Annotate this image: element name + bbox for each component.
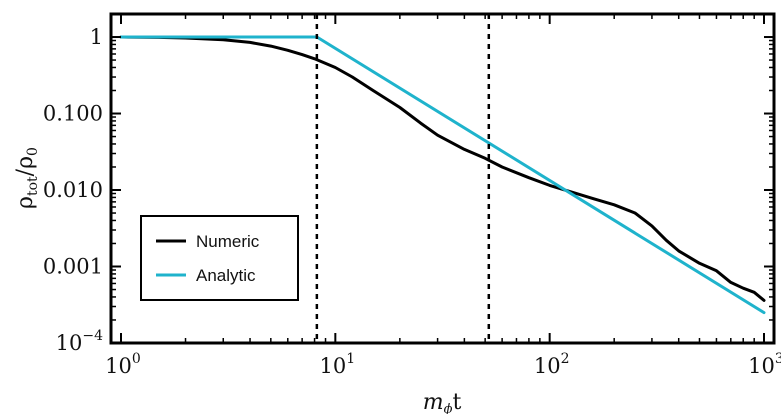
x-tick-exp: 3: [775, 351, 781, 367]
legend-label-analytic: Analytic: [196, 266, 256, 285]
vline-layer: [315, 14, 491, 343]
y-label-sub: tot: [25, 176, 41, 196]
y-tick-label: 0.010: [43, 178, 103, 202]
plot-frame: [109, 12, 776, 345]
y-tick-label: 10−4: [56, 328, 103, 355]
x-tick-base: 10: [105, 354, 132, 378]
y-tick-label: 0.001: [43, 255, 103, 279]
y-label-tail: /ρ: [13, 156, 38, 176]
y-tick-label: 1: [90, 25, 103, 49]
x-label-tail: t: [452, 390, 461, 414]
x-tick-label: 103: [748, 351, 781, 378]
series-line-numeric: [119, 35, 766, 302]
legend-box: [140, 215, 299, 301]
x-label-main: m: [423, 390, 444, 414]
legend: Numeric Analytic: [140, 215, 299, 301]
y-label-sub2: 0: [25, 147, 41, 156]
x-tick-base: 10: [748, 354, 775, 378]
y-tick-base: 10: [56, 331, 83, 355]
x-tick-label: 101: [320, 351, 356, 378]
x-tick-label: 102: [534, 351, 570, 378]
y-axis-label: ρtot/ρ0: [13, 147, 41, 209]
x-tick-exp: 1: [346, 351, 355, 367]
legend-label-numeric: Numeric: [196, 232, 260, 251]
x-tick-exp: 0: [132, 351, 141, 367]
x-tick-base: 10: [534, 354, 561, 378]
y-label-main: ρ: [13, 196, 38, 209]
y-tick-label: 0.100: [43, 102, 103, 126]
x-tick-exp: 2: [561, 351, 570, 367]
x-tick-label: 100: [105, 351, 141, 378]
y-tick-exp: −4: [82, 328, 103, 344]
x-label-sub: ϕ: [444, 402, 453, 414]
x-tick-base: 10: [320, 354, 347, 378]
x-axis-label: mϕt: [423, 390, 462, 414]
